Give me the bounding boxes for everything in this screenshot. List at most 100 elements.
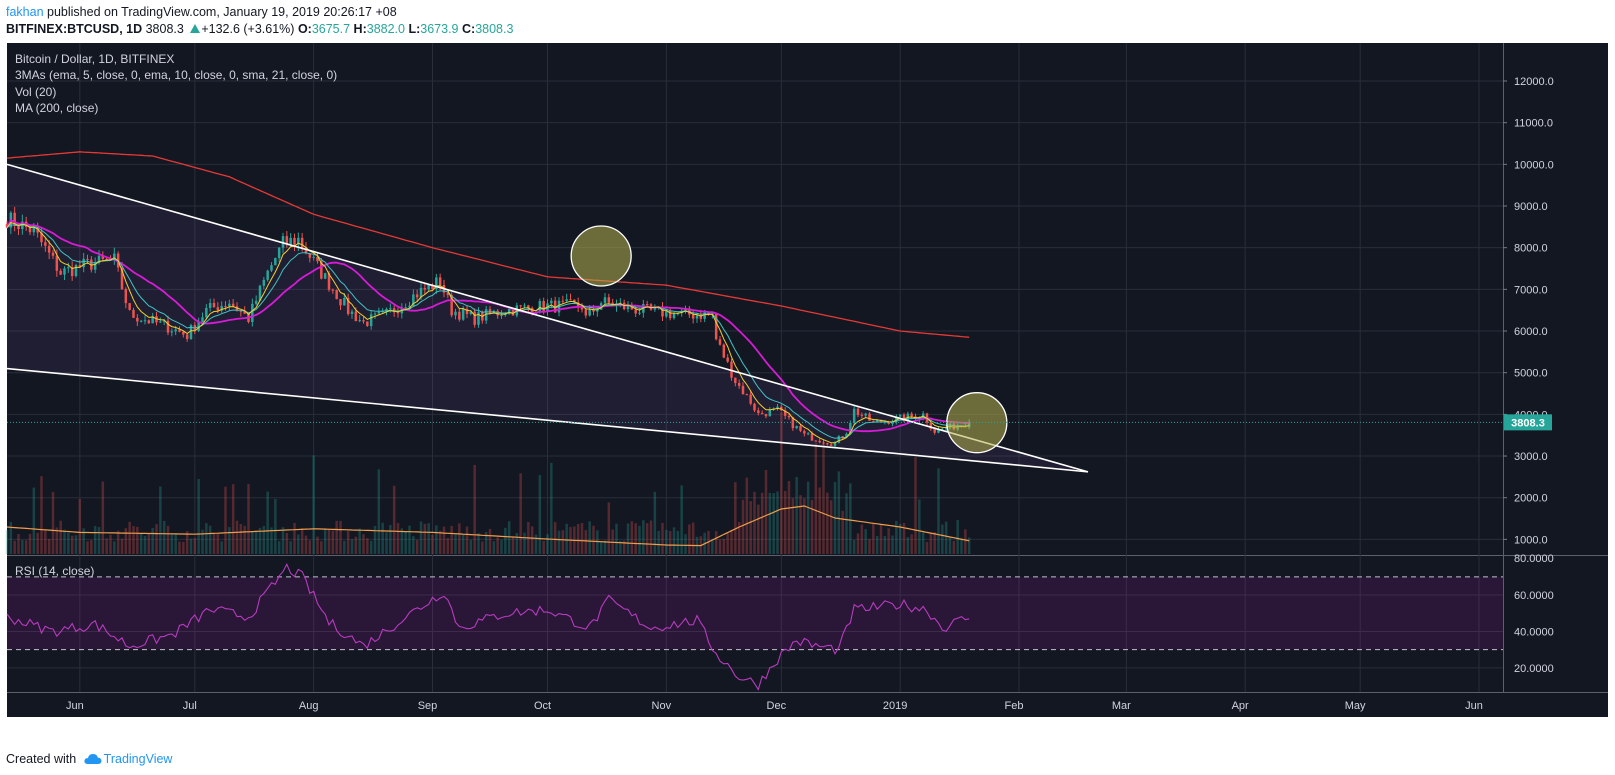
candle-body [189, 325, 193, 339]
volume-bar [688, 524, 691, 554]
volume-bar [619, 540, 622, 554]
candle-body [573, 299, 576, 303]
candle-body [477, 312, 480, 325]
volume-bar [197, 478, 200, 554]
volume-bar [542, 540, 545, 554]
highlight-circle[interactable] [570, 225, 632, 287]
candle-body [787, 415, 791, 418]
volume-bar [239, 523, 243, 554]
volume-bar [964, 529, 967, 554]
volume-bar [576, 524, 580, 554]
volume-bar [93, 526, 97, 554]
candle-body [565, 299, 568, 302]
volume-bar [162, 520, 166, 554]
volume-bar [51, 492, 55, 554]
candle-body [166, 320, 170, 333]
volume-bar [484, 531, 488, 554]
volume-bar [902, 522, 906, 554]
candle-body [415, 294, 419, 298]
rsi-tick-label: 20.0000 [1514, 663, 1554, 675]
volume-bar [523, 532, 526, 554]
high-label: H: [353, 22, 367, 36]
volume-bar [496, 537, 499, 554]
volume-bar [331, 530, 335, 554]
volume-bar [132, 526, 135, 554]
candle-body [113, 253, 116, 260]
volume-bar [764, 470, 768, 554]
candle-body [818, 440, 821, 443]
volume-bar [97, 527, 101, 554]
volume-bar [772, 493, 775, 554]
volume-bar [757, 504, 760, 554]
last-price-tag [1504, 414, 1552, 431]
volume-bar [385, 532, 388, 554]
volume-bar [642, 520, 645, 554]
candle-body [875, 419, 879, 422]
candle-body [803, 430, 806, 434]
candle-body [47, 245, 51, 253]
candle-body [304, 247, 308, 254]
volume-bar [680, 485, 683, 554]
volume-bar [231, 484, 235, 554]
volume-bar [312, 455, 315, 554]
author-link[interactable]: fakhan [6, 5, 44, 19]
trendlines[interactable] [6, 163, 1089, 473]
volume-bar [960, 537, 963, 554]
candle-body [530, 307, 534, 314]
volume-bar [718, 539, 722, 554]
candle-body [136, 317, 139, 322]
footer: Created with TradingView [6, 752, 172, 766]
volume-bar [412, 536, 415, 554]
candle-body [17, 225, 20, 230]
time-tick-label: May [1345, 700, 1366, 712]
candle-body [469, 311, 473, 314]
volume-bar [316, 536, 319, 554]
volume-bar [787, 480, 791, 554]
candle-body [266, 270, 269, 280]
volume-bar [170, 533, 174, 554]
grid [7, 43, 1503, 692]
time-tick-label: Apr [1232, 700, 1249, 712]
candle-body [132, 309, 135, 318]
tradingview-link[interactable]: TradingView [103, 752, 173, 766]
volume-bar [9, 521, 13, 554]
volume-bar [657, 530, 660, 554]
time-tick-label: Jun [1465, 700, 1483, 712]
candle-body [768, 409, 772, 417]
volume-bar [74, 535, 78, 554]
volume-bar [734, 482, 737, 554]
upper-trendline[interactable] [6, 163, 1089, 473]
price-chart[interactable]: Jun Jul Aug Sep Oct Nov Dec 2019 Feb Mar Apr May Jun… [0, 42, 1615, 717]
candle-body [216, 307, 220, 311]
time-axis-bg [7, 693, 1608, 717]
high-value: 3882.0 [366, 22, 405, 36]
volume-bar [883, 536, 887, 554]
candle-body [722, 344, 726, 358]
volume-bar [519, 473, 522, 554]
volume-bar [281, 527, 285, 554]
volume-bar [879, 524, 883, 554]
volume-bar [285, 532, 289, 554]
rsi-band-fill [7, 576, 1503, 650]
candle-body [588, 309, 591, 316]
volume-bar [722, 538, 726, 554]
volume-bar [895, 520, 898, 554]
candle-body [718, 339, 722, 345]
volume-bar [795, 476, 798, 554]
volume-bar [488, 528, 492, 554]
candle-body [626, 304, 630, 310]
volume-bar [431, 534, 434, 554]
lower-trendline[interactable] [6, 367, 1089, 473]
candle-body [362, 320, 365, 322]
volume-bar [274, 498, 277, 554]
volume-bar [373, 525, 377, 554]
volume-bar [446, 538, 450, 554]
volume-bar [55, 527, 59, 554]
volume-bar [258, 527, 262, 554]
volume-bar [580, 522, 584, 554]
candle-body [929, 422, 933, 429]
open-label: O: [297, 22, 312, 36]
volume-bar [346, 530, 350, 554]
volume-bar [776, 491, 779, 554]
candle-body [63, 268, 66, 275]
